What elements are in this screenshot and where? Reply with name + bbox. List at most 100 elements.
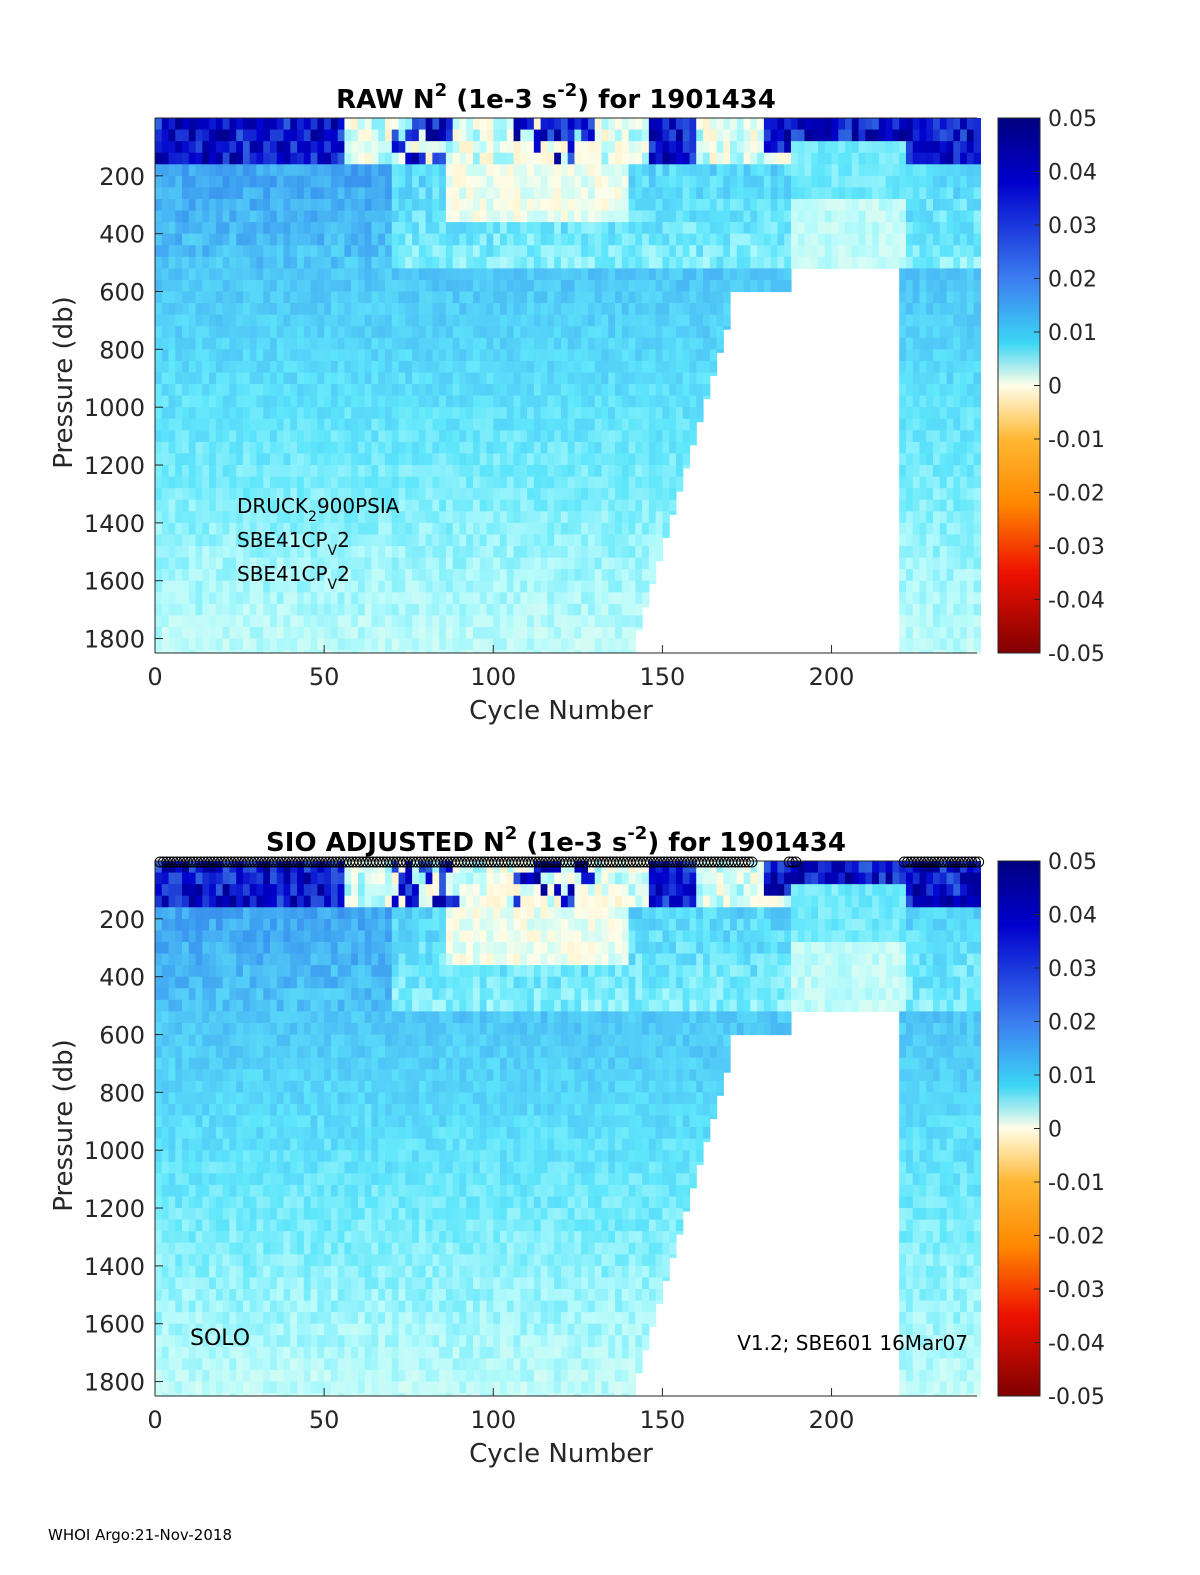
heatmap-cell xyxy=(587,418,596,431)
heatmap-cell xyxy=(303,198,312,212)
heatmap-cell xyxy=(594,326,603,339)
heatmap-cell xyxy=(371,580,379,593)
heatmap-cell xyxy=(763,245,772,258)
heatmap-cell xyxy=(513,418,521,431)
heatmap-cell xyxy=(432,430,440,443)
heatmap-cell xyxy=(263,337,271,350)
heatmap-cell xyxy=(263,141,271,154)
heatmap-cell xyxy=(229,615,237,628)
heatmap-cell xyxy=(290,187,298,200)
heatmap-cell xyxy=(621,118,630,131)
heatmap-cell xyxy=(675,291,684,304)
heatmap-cell xyxy=(155,1346,163,1360)
heatmap-cell xyxy=(574,603,582,617)
heatmap-cell xyxy=(209,488,217,501)
heatmap-cell xyxy=(696,372,704,385)
heatmap-cell xyxy=(303,360,312,374)
heatmap-cell xyxy=(621,222,630,235)
heatmap-cell xyxy=(858,118,866,131)
heatmap-cell xyxy=(608,557,616,570)
heatmap-cell xyxy=(155,1289,163,1302)
heatmap-cell xyxy=(642,384,650,397)
heatmap-cell xyxy=(168,580,176,593)
heatmap-cell xyxy=(276,488,285,501)
heatmap-cell xyxy=(669,141,677,154)
heatmap-cell xyxy=(554,418,562,431)
heatmap-cell xyxy=(615,476,623,489)
heatmap-cell xyxy=(628,256,636,269)
heatmap-cell xyxy=(594,441,603,455)
heatmap-cell xyxy=(621,210,630,223)
heatmap-cell xyxy=(161,1369,170,1383)
heatmap-cell xyxy=(960,441,968,455)
heatmap-cell xyxy=(175,1161,183,1174)
heatmap-cell xyxy=(628,129,636,142)
heatmap-cell xyxy=(818,141,826,154)
heatmap-cell xyxy=(533,418,542,431)
heatmap-cell xyxy=(621,418,630,431)
heatmap-cell xyxy=(493,569,501,582)
heatmap-cell xyxy=(696,418,704,423)
heatmap-cell xyxy=(310,557,318,570)
heatmap-cell xyxy=(290,349,298,362)
heatmap-cell xyxy=(689,418,697,431)
heatmap-cell xyxy=(587,569,596,582)
heatmap-cell xyxy=(939,453,948,466)
heatmap-cell xyxy=(459,499,467,512)
heatmap-cell xyxy=(763,222,772,235)
heatmap-cell xyxy=(155,1323,163,1336)
heatmap-cell xyxy=(845,152,853,165)
heatmap-cell xyxy=(378,164,386,177)
heatmap-cell xyxy=(168,349,176,362)
heatmap-cell xyxy=(168,175,176,189)
heatmap-cell xyxy=(594,349,603,362)
heatmap-cell xyxy=(242,603,251,617)
heatmap-cell xyxy=(202,546,210,559)
heatmap-cell xyxy=(425,626,433,640)
heatmap-cell xyxy=(398,360,406,374)
heatmap-cell xyxy=(270,279,278,293)
heatmap-cell xyxy=(520,337,528,350)
heatmap-cell xyxy=(175,1369,183,1383)
heatmap-cell xyxy=(270,129,278,142)
heatmap-cell xyxy=(703,152,711,165)
heatmap-cell xyxy=(188,210,197,223)
heatmap-cell xyxy=(222,453,231,466)
heatmap-cell xyxy=(506,580,515,593)
heatmap-cell xyxy=(594,360,603,374)
sensor-annotation: DRUCK2900PSIA xyxy=(237,494,400,525)
heatmap-cell xyxy=(297,384,305,397)
heatmap-cell xyxy=(899,210,907,223)
heatmap-cell xyxy=(547,245,555,258)
heatmap-cell xyxy=(899,407,907,420)
heatmap-cell xyxy=(797,256,806,269)
heatmap-cell xyxy=(290,511,298,524)
heatmap-cell xyxy=(175,430,183,443)
heatmap-cell xyxy=(195,603,203,617)
heatmap-cell xyxy=(283,222,291,235)
heatmap-cell xyxy=(161,872,170,885)
heatmap-cell xyxy=(973,441,981,455)
heatmap-cell xyxy=(892,152,900,165)
heatmap-cell xyxy=(297,337,305,350)
heatmap-cell xyxy=(351,395,359,408)
heatmap-cell xyxy=(533,580,542,593)
heatmap-cell xyxy=(168,965,176,978)
heatmap-cell xyxy=(222,441,231,455)
y-tick-label: 1400 xyxy=(84,510,145,538)
heatmap-cell xyxy=(520,187,528,200)
heatmap-cell xyxy=(608,198,616,212)
heatmap-cell xyxy=(642,476,650,489)
heatmap-cell xyxy=(391,465,400,478)
heatmap-cell xyxy=(594,626,603,640)
heatmap-cell xyxy=(168,1254,176,1267)
heatmap-cell xyxy=(344,303,352,316)
heatmap-cell xyxy=(594,476,603,489)
heatmap-cell xyxy=(581,187,589,200)
heatmap-cell xyxy=(222,430,231,443)
heatmap-cell xyxy=(297,233,305,246)
heatmap-cell xyxy=(418,430,427,443)
heatmap-cell xyxy=(317,511,325,524)
heatmap-cell xyxy=(472,303,481,316)
heatmap-cell xyxy=(493,650,501,654)
